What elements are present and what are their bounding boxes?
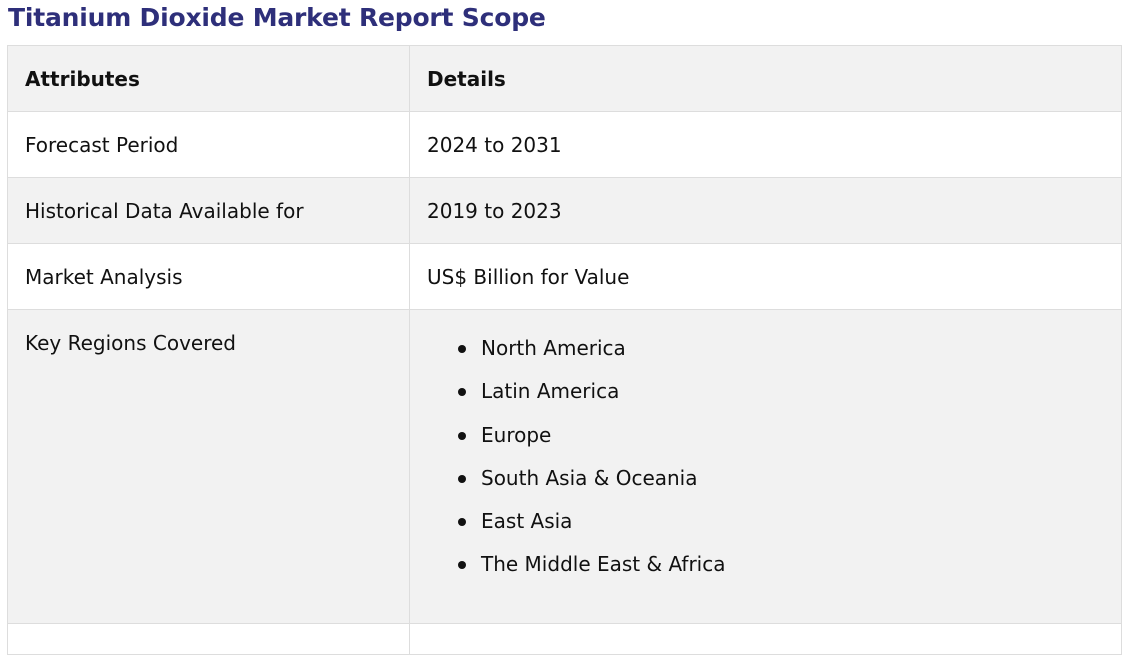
region-item: The Middle East & Africa bbox=[458, 552, 1121, 595]
detail-cell bbox=[409, 623, 1122, 655]
bullet-icon bbox=[458, 518, 466, 527]
region-item: East Asia bbox=[458, 509, 1121, 552]
table-header-row: Attributes Details bbox=[7, 45, 1122, 112]
table-row-historical-data: Historical Data Available for 2019 to 20… bbox=[7, 177, 1122, 244]
header-attributes: Attributes bbox=[7, 45, 410, 112]
regions-cell: North America Latin America Europe South… bbox=[409, 309, 1122, 624]
bullet-icon bbox=[458, 431, 466, 440]
attribute-cell bbox=[7, 623, 410, 655]
region-label: The Middle East & Africa bbox=[481, 552, 726, 577]
report-scope-table: Attributes Details Forecast Period 2024 … bbox=[7, 45, 1122, 655]
attribute-cell: Key Regions Covered bbox=[7, 309, 410, 624]
region-label: East Asia bbox=[481, 509, 573, 534]
region-item: Europe bbox=[458, 422, 1121, 466]
table-row-market-analysis: Market Analysis US$ Billion for Value bbox=[7, 243, 1122, 310]
header-details: Details bbox=[409, 45, 1122, 112]
bullet-icon bbox=[458, 474, 466, 483]
region-item: North America bbox=[458, 336, 1121, 379]
region-label: North America bbox=[481, 336, 626, 360]
region-item: South Asia & Oceania bbox=[458, 465, 1121, 509]
detail-cell: 2024 to 2031 bbox=[409, 111, 1122, 178]
table-row-forecast-period: Forecast Period 2024 to 2031 bbox=[7, 111, 1122, 178]
region-label: Europe bbox=[481, 422, 552, 447]
attribute-cell: Forecast Period bbox=[7, 111, 410, 178]
region-item: Latin America bbox=[458, 379, 1121, 422]
bullet-icon bbox=[458, 388, 466, 397]
page-title: Titanium Dioxide Market Report Scope bbox=[8, 3, 546, 32]
table-row-key-regions: Key Regions Covered North America Latin … bbox=[7, 309, 1122, 624]
bullet-icon bbox=[458, 561, 466, 570]
regions-list: North America Latin America Europe South… bbox=[427, 336, 1121, 596]
attribute-cell: Historical Data Available for bbox=[7, 177, 410, 244]
region-label: Latin America bbox=[481, 379, 620, 404]
attribute-cell: Market Analysis bbox=[7, 243, 410, 310]
region-label: South Asia & Oceania bbox=[481, 465, 698, 490]
detail-cell: 2019 to 2023 bbox=[409, 177, 1122, 244]
bullet-icon bbox=[458, 345, 466, 353]
detail-cell: US$ Billion for Value bbox=[409, 243, 1122, 310]
table-row-next bbox=[7, 623, 1122, 655]
